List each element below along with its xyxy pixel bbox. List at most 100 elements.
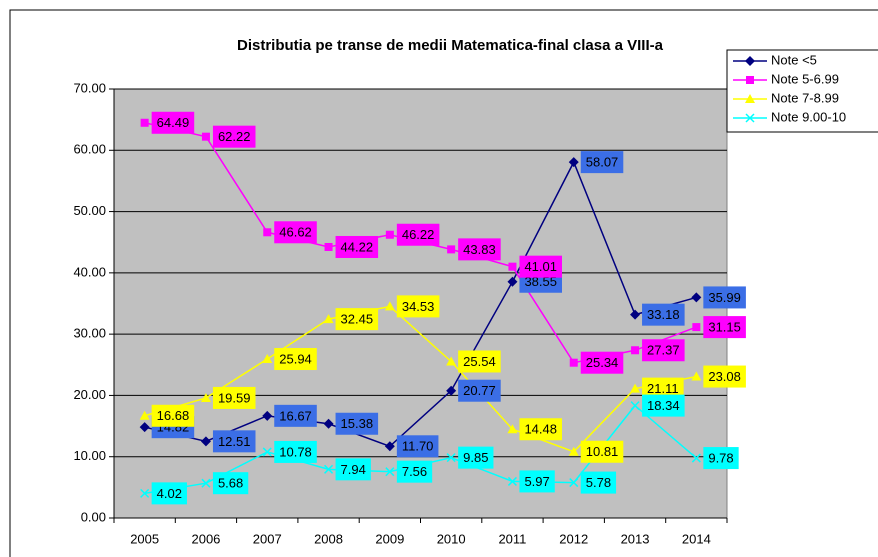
data-label-box <box>580 151 624 174</box>
data-label-box <box>703 286 746 309</box>
marker <box>630 309 641 320</box>
marker <box>507 476 517 486</box>
data-label: 9.85 <box>463 450 488 465</box>
data-label: 12.51 <box>218 434 251 449</box>
marker <box>630 401 640 411</box>
legend-label: Note 7-8.99 <box>771 90 839 105</box>
x-tick-label: 2011 <box>498 531 526 546</box>
data-label: 31.15 <box>708 320 741 335</box>
data-label-box <box>274 404 317 427</box>
data-label-box <box>335 308 379 331</box>
data-label: 25.54 <box>463 354 496 369</box>
marker <box>262 447 272 457</box>
data-label: 16.67 <box>279 408 312 423</box>
data-label: 14.48 <box>524 422 557 437</box>
data-label: 58.07 <box>586 155 619 170</box>
marker <box>323 418 334 429</box>
data-label-box <box>212 125 256 148</box>
data-label: 10.81 <box>586 444 619 459</box>
series-line <box>144 305 697 453</box>
x-tick-label: 2007 <box>253 531 282 546</box>
marker <box>385 467 395 477</box>
marker <box>140 118 149 127</box>
data-label: 46.22 <box>402 227 435 242</box>
marker <box>384 301 395 311</box>
data-label-box <box>396 435 439 458</box>
data-label: 62.22 <box>218 129 251 144</box>
marker <box>262 410 273 421</box>
data-label: 43.83 <box>463 242 496 257</box>
marker <box>200 436 211 447</box>
series-line <box>144 160 697 448</box>
data-label-box <box>396 223 440 246</box>
marker <box>691 453 701 463</box>
data-label-box <box>151 404 195 427</box>
data-label: 27.37 <box>647 343 680 358</box>
data-label: 16.68 <box>157 408 190 423</box>
x-tick-label: 2010 <box>437 531 466 546</box>
data-label-box <box>396 295 440 318</box>
x-tick-label: 2014 <box>682 531 711 546</box>
data-label: 34.53 <box>402 299 435 314</box>
y-tick-label: 40.00 <box>73 264 106 279</box>
data-label: 9.78 <box>708 451 733 466</box>
data-label: 18.34 <box>647 398 680 413</box>
data-label-box <box>458 379 501 402</box>
y-tick-label: 30.00 <box>73 326 106 341</box>
data-label: 11.70 <box>402 439 434 454</box>
data-label-box <box>458 238 501 261</box>
data-label: 21.11 <box>647 381 679 396</box>
x-tick-label: 2006 <box>191 531 220 546</box>
data-label-box <box>703 447 739 470</box>
marker <box>324 464 334 474</box>
data-label-box <box>642 394 685 417</box>
marker <box>508 262 517 271</box>
data-label-box <box>642 339 685 362</box>
data-label: 15.38 <box>341 416 374 431</box>
data-label-box <box>580 440 624 463</box>
data-label: 32.45 <box>341 312 374 327</box>
data-label-box <box>335 458 371 481</box>
data-label: 35.99 <box>708 290 741 305</box>
data-label-box <box>519 418 562 441</box>
data-label-box <box>274 221 317 244</box>
legend-label: Note 9.00-10 <box>771 109 846 124</box>
y-tick-label: 70.00 <box>73 80 106 95</box>
marker <box>384 441 395 452</box>
marker <box>139 410 150 420</box>
y-tick-label: 0.00 <box>81 509 106 524</box>
data-label-box <box>703 365 746 388</box>
data-label: 46.62 <box>279 225 312 240</box>
marker <box>631 346 640 355</box>
data-label: 44.22 <box>341 239 374 254</box>
data-label: 10.78 <box>279 444 312 459</box>
data-label: 7.56 <box>402 464 427 479</box>
data-label-box <box>151 111 195 134</box>
marker <box>139 422 150 433</box>
marker <box>446 453 456 463</box>
data-label-box <box>396 460 433 483</box>
marker <box>691 292 702 303</box>
marker <box>569 478 579 488</box>
marker <box>324 242 333 251</box>
x-tick-label: 2008 <box>314 531 343 546</box>
data-label: 5.97 <box>524 474 549 489</box>
data-label-box <box>580 351 624 374</box>
legend-marker <box>745 113 755 123</box>
data-label-box <box>458 446 494 469</box>
data-label-box <box>274 440 317 463</box>
chart-title: Distributia pe transe de medii Matematic… <box>237 37 664 54</box>
legend-marker <box>745 94 755 103</box>
marker <box>568 157 579 168</box>
marker <box>568 446 579 456</box>
data-label-box <box>212 472 249 495</box>
data-label: 41.01 <box>524 259 557 274</box>
marker <box>446 385 457 396</box>
marker <box>507 424 518 434</box>
data-label-box <box>458 350 501 373</box>
data-label: 19.59 <box>218 390 251 405</box>
marker <box>507 276 518 287</box>
y-tick-label: 50.00 <box>73 203 106 218</box>
marker <box>691 371 702 381</box>
